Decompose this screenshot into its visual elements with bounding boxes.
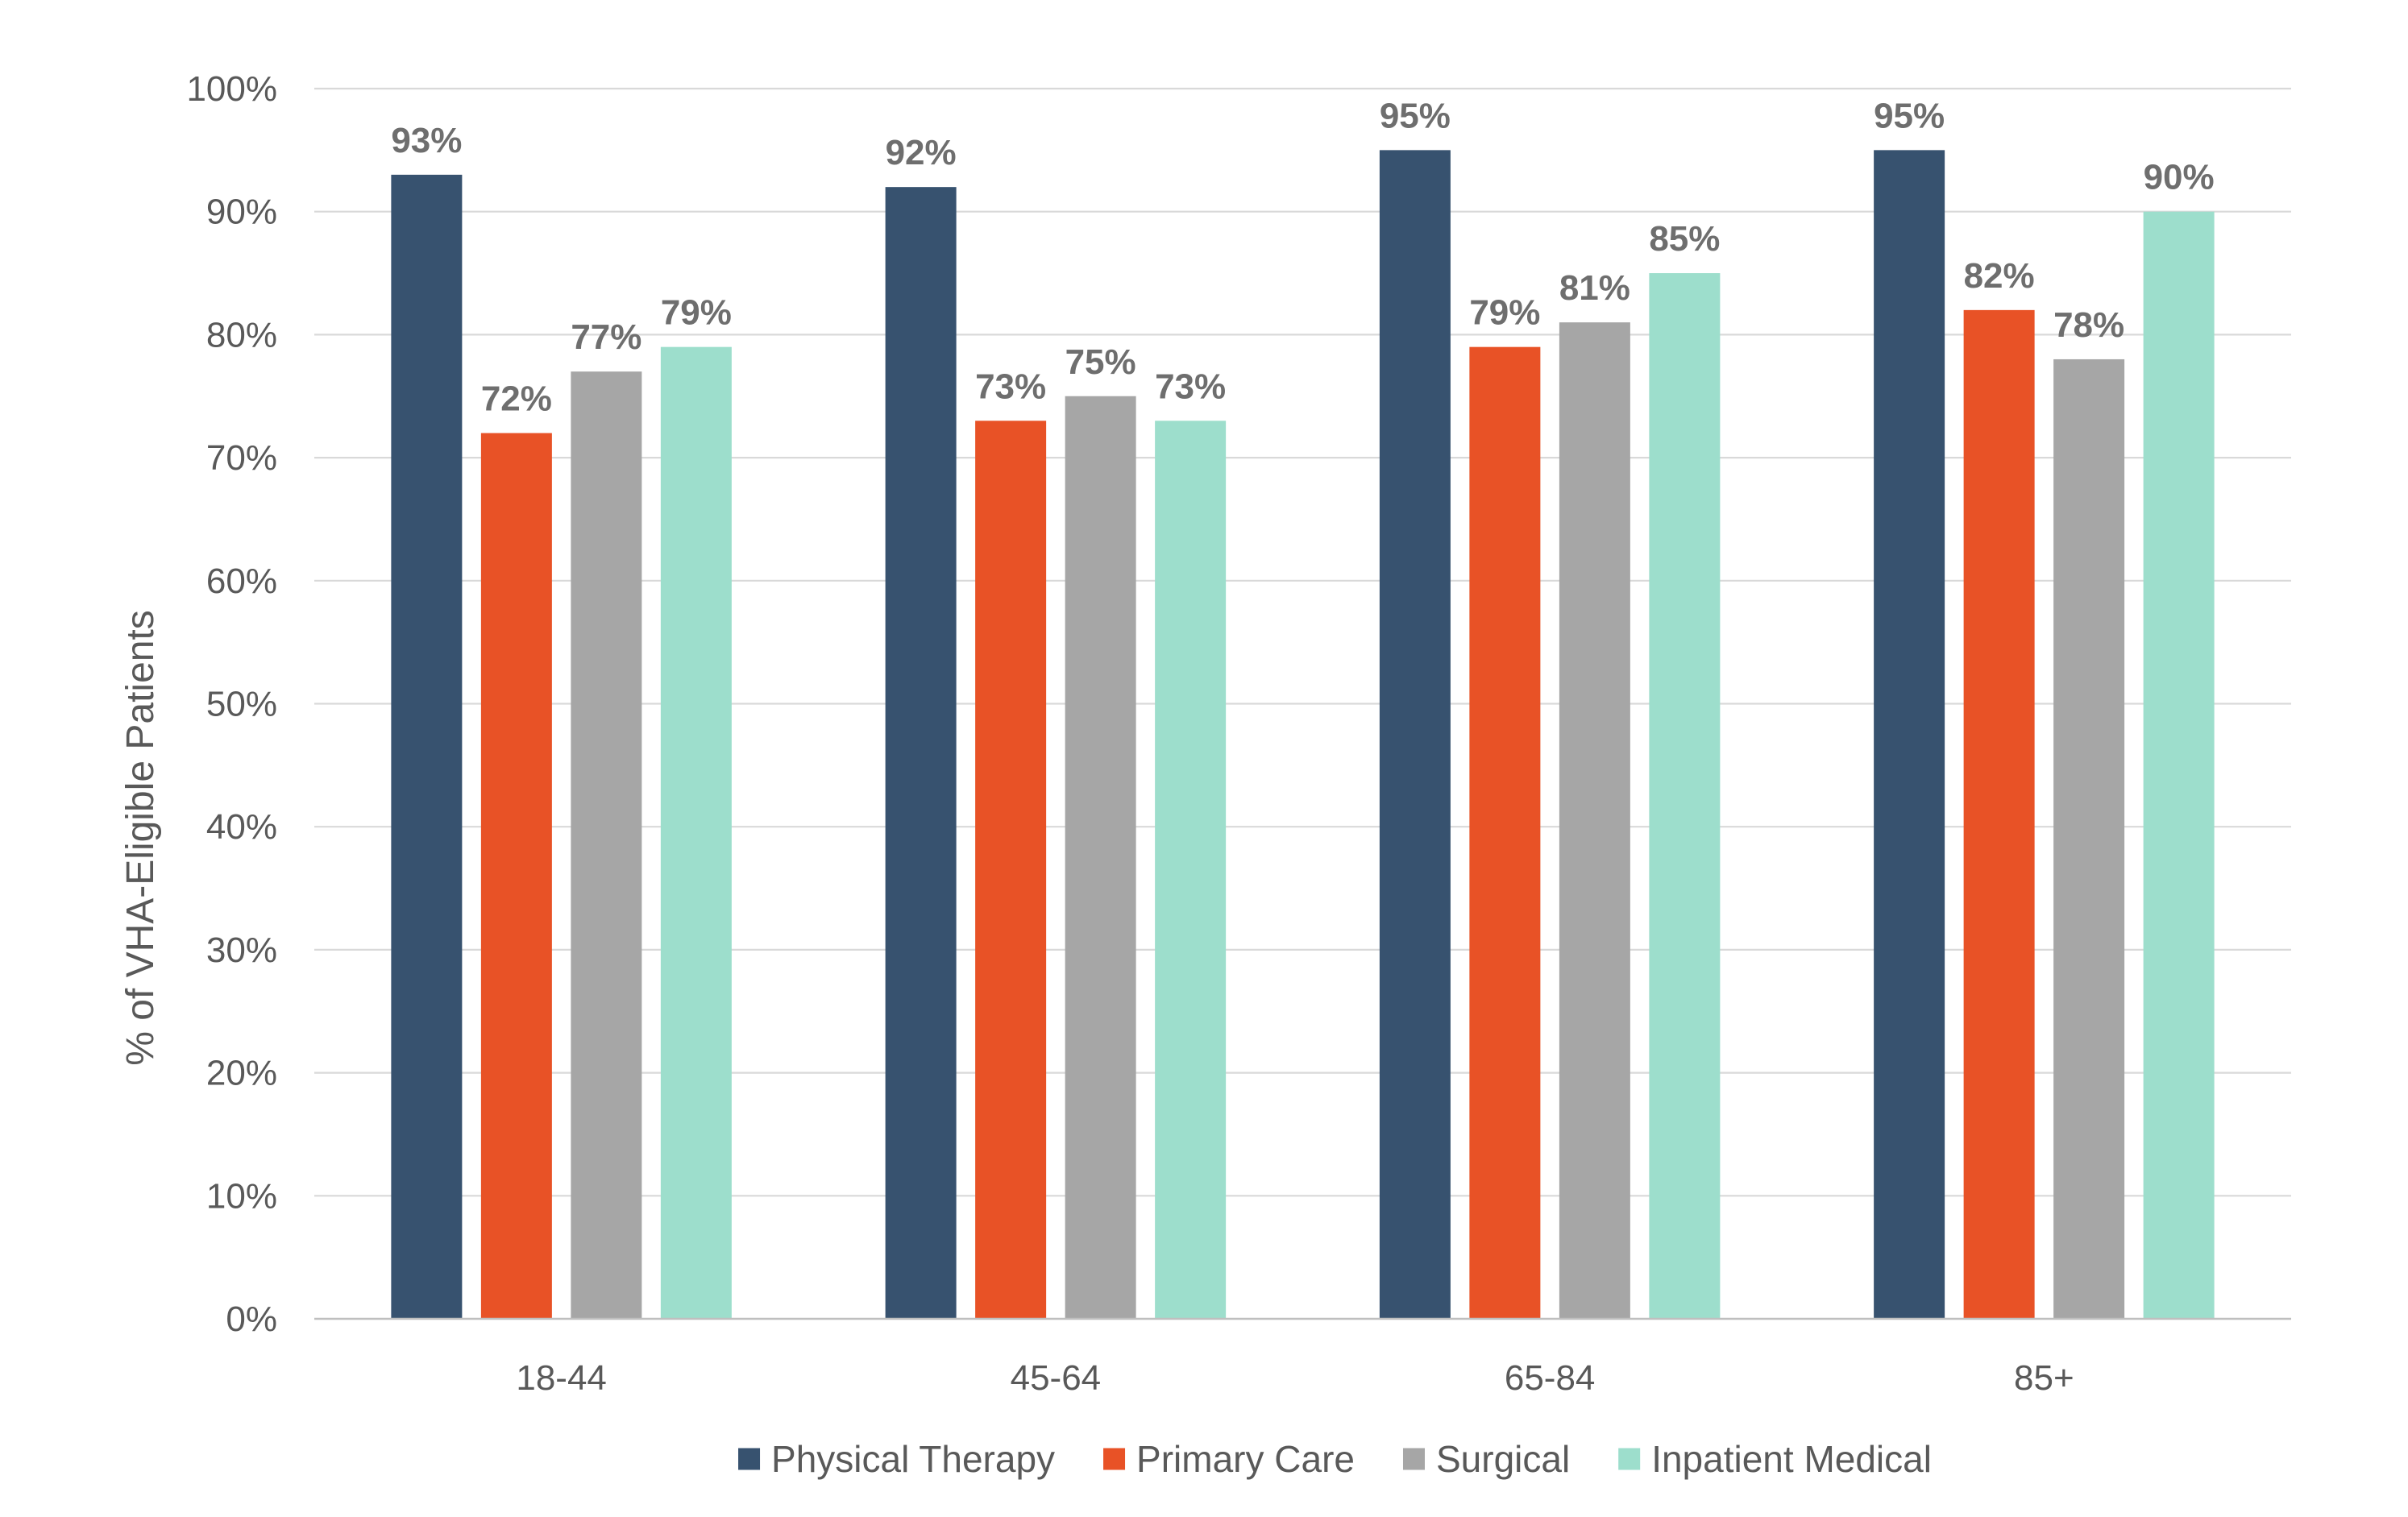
data-label: 82% [1964,256,2035,296]
y-tick-label: 30% [206,931,277,970]
y-tick-label: 80% [206,315,277,354]
legend-swatch [1402,1448,1425,1470]
y-tick-label: 50% [206,685,277,724]
y-axis-ticks: 0% 10% 20% 30% 40% 50% 60% 70% 80% 90% 100% [186,69,277,1339]
legend[interactable]: Physical Therapy Primary Care Surgical Inpa… [738,1438,1932,1480]
data-label: 81% [1559,268,1630,308]
bar-inpatient-medical[interactable] [2143,211,2215,1320]
bars [391,150,2215,1320]
data-label: 72% [481,379,552,419]
data-label: 75% [1065,342,1136,382]
bar-physical-therapy[interactable] [1874,150,1945,1320]
legend-label: Inpatient Medical [1651,1438,1932,1480]
data-label: 77% [571,317,641,357]
data-label: 90% [2144,158,2215,197]
data-labels: 93% 72% 77% 79% 92% 73% 75% 73% 95% 79% 81% 85% 95% 8… [391,96,2214,418]
bar-inpatient-medical[interactable] [1649,273,1721,1319]
x-tick-label: 65-84 [1505,1358,1596,1398]
y-tick-label: 40% [206,807,277,847]
bar-physical-therapy[interactable] [885,187,957,1319]
bar-primary-care[interactable] [1469,346,1541,1319]
legend-swatch [738,1448,761,1470]
data-label: 73% [975,367,1046,406]
bar-inpatient-medical[interactable] [660,346,732,1319]
x-tick-label: 45-64 [1011,1358,1102,1398]
legend-swatch [1618,1448,1641,1470]
y-tick-label: 90% [206,193,277,232]
bar-surgical[interactable] [571,371,642,1320]
y-tick-label: 10% [206,1176,277,1216]
data-label: 93% [391,121,462,160]
bar-primary-care[interactable] [1963,309,2035,1319]
legend-label: Surgical [1436,1438,1570,1480]
y-tick-label: 20% [206,1054,277,1093]
data-label: 79% [1469,293,1540,333]
legend-swatch [1103,1448,1126,1470]
legend-item-surgical[interactable]: Surgical [1402,1438,1570,1480]
y-tick-label: 60% [206,562,277,601]
data-label: 95% [1874,96,1945,135]
data-label: 79% [661,293,732,333]
y-tick-label: 100% [186,69,277,109]
x-tick-label: 18-44 [516,1358,607,1398]
bar-physical-therapy[interactable] [1379,150,1451,1320]
y-axis-title: % of VHA-Eligible Patients [119,610,162,1066]
legend-item-physical-therapy[interactable]: Physical Therapy [738,1438,1055,1480]
bar-surgical[interactable] [2053,359,2125,1320]
legend-label: Primary Care [1136,1438,1355,1480]
bar-physical-therapy[interactable] [391,174,463,1319]
bar-primary-care[interactable] [975,421,1047,1319]
legend-item-primary-care[interactable]: Primary Care [1103,1438,1355,1480]
legend-label: Physical Therapy [771,1438,1055,1480]
data-label: 73% [1155,367,1226,406]
bar-inpatient-medical[interactable] [1155,421,1227,1319]
x-axis: 18-44 45-64 65-84 85+ [314,1317,2291,1398]
data-label: 92% [886,133,957,172]
bar-surgical[interactable] [1065,396,1136,1319]
bar-primary-care[interactable] [480,433,552,1319]
bar-surgical[interactable] [1559,322,1630,1319]
y-tick-label: 70% [206,438,277,478]
data-label: 85% [1649,219,1720,259]
y-tick-label: 0% [226,1299,277,1339]
legend-item-inpatient-medical[interactable]: Inpatient Medical [1618,1438,1932,1480]
gridlines [314,87,2291,1197]
data-label: 95% [1380,96,1451,135]
x-tick-label: 85+ [2014,1358,2074,1398]
data-label: 78% [2053,305,2124,345]
